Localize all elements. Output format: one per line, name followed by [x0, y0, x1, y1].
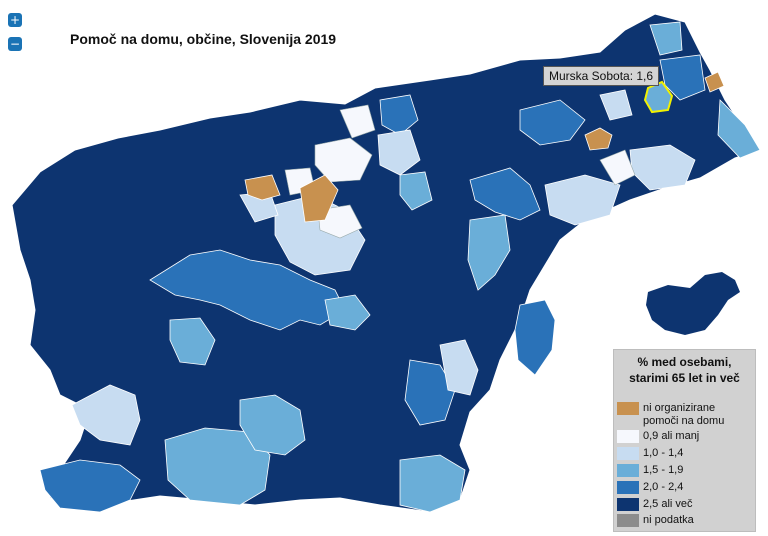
region-l-prek[interactable] — [599, 89, 633, 121]
region-lm-south[interactable] — [164, 427, 271, 506]
region-l-west[interactable] — [71, 384, 141, 446]
region-none-4[interactable] — [704, 71, 725, 93]
map-title: Pomoč na domu, občine, Slovenija 2019 — [70, 31, 337, 47]
legend-swatch — [617, 402, 639, 415]
legend-swatch — [617, 498, 639, 511]
region-w-east[interactable] — [599, 149, 636, 186]
region-l-northeast[interactable] — [544, 174, 621, 226]
legend-title-line1: % med osebami, — [637, 355, 732, 369]
region-l-north[interactable] — [377, 129, 421, 176]
zoom-in-button[interactable]: + — [8, 13, 22, 27]
legend-swatch — [617, 481, 639, 494]
inset-map — [646, 272, 740, 335]
legend-swatch — [617, 514, 639, 527]
region-lm-south2[interactable] — [399, 454, 466, 513]
legend-item: 2,0 - 2,4 — [617, 481, 683, 494]
region-south[interactable] — [404, 359, 456, 426]
legend-swatch — [617, 464, 639, 477]
legend-item: ni podatka — [617, 514, 694, 527]
legend-label: 2,0 - 2,4 — [643, 481, 684, 493]
region-lm-west[interactable] — [169, 317, 216, 366]
region-lm-east[interactable] — [467, 214, 511, 291]
region-southeast[interactable] — [514, 299, 556, 376]
legend-item: ni organizirane pomoči na domu — [617, 402, 751, 428]
legend-label: ni organizirane pomoči na domu — [643, 402, 725, 427]
map-legend: % med osebami, starimi 65 let in več ni … — [613, 349, 756, 532]
legend-label: 1,0 - 1,4 — [643, 447, 684, 459]
region-w-central[interactable] — [317, 204, 363, 239]
region-lm-central2[interactable] — [324, 294, 371, 331]
region-east[interactable] — [469, 167, 541, 221]
region-w-north[interactable] — [314, 137, 373, 183]
region-none-2[interactable] — [299, 174, 339, 223]
region-prekmurje[interactable] — [659, 54, 706, 101]
region-w-north2[interactable] — [339, 104, 376, 139]
region-southwest[interactable] — [39, 459, 141, 513]
region-northeast[interactable] — [519, 99, 586, 146]
region-murska-sobota[interactable] — [643, 80, 674, 114]
region-lm-northeast[interactable] — [717, 99, 761, 159]
legend-label: ni podatka — [643, 514, 694, 526]
region-none-3[interactable] — [584, 127, 613, 151]
region-north-1[interactable] — [379, 94, 419, 136]
region-lm-north2[interactable] — [649, 21, 683, 56]
legend-swatch — [617, 430, 639, 443]
legend-item: 1,5 - 1,9 — [617, 464, 683, 477]
region-l-southeast[interactable] — [439, 339, 479, 396]
legend-swatch — [617, 447, 639, 460]
region-lm-southcentral[interactable] — [239, 394, 306, 456]
region-lm-north[interactable] — [399, 171, 433, 211]
legend-label: 0,9 ali manj — [643, 430, 700, 442]
legend-label: 1,5 - 1,9 — [643, 464, 684, 476]
legend-item: 0,9 ali manj — [617, 430, 699, 443]
legend-item: 2,5 ali več — [617, 498, 693, 511]
legend-label: 2,5 ali več — [643, 498, 693, 510]
legend-title-line2: starimi 65 let in več — [629, 371, 740, 385]
region-none-1[interactable] — [244, 174, 281, 201]
legend-item: 1,0 - 1,4 — [617, 447, 683, 460]
zoom-out-button[interactable]: − — [8, 37, 22, 51]
legend-title: % med osebami, starimi 65 let in več — [614, 354, 755, 386]
municipality-tooltip: Murska Sobota: 1,6 — [543, 66, 660, 86]
